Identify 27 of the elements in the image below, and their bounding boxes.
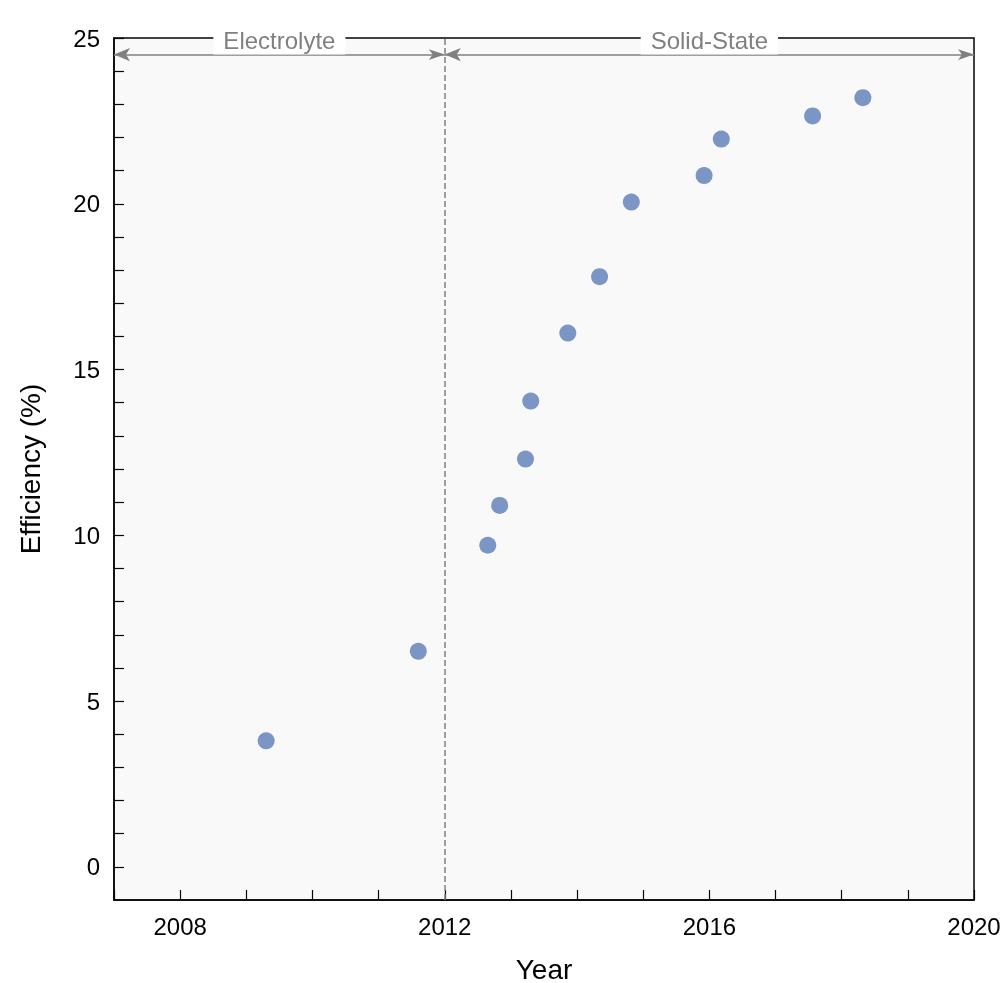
x-tick-label: 2008 [153, 912, 207, 940]
point [522, 392, 540, 410]
y-tick-label: 10 [73, 521, 100, 549]
band-label: Solid-State [650, 27, 769, 55]
y-tick-label: 15 [73, 356, 100, 384]
point [559, 324, 577, 342]
y-tick-label: 5 [86, 687, 100, 715]
point [591, 268, 609, 286]
point [854, 89, 872, 107]
y-tick-label: 0 [86, 853, 100, 881]
x-tick-label: 2012 [418, 912, 472, 940]
x-tick-label: 2020 [947, 912, 1001, 940]
point [257, 732, 275, 750]
point [516, 450, 534, 468]
point [695, 167, 713, 185]
band-label: Electrolyte [223, 27, 336, 55]
y-tick-label: 20 [73, 190, 100, 218]
point [622, 193, 640, 211]
x-tick-label: 2016 [682, 912, 737, 940]
point [409, 642, 427, 660]
point [804, 107, 822, 125]
point [491, 496, 509, 514]
y-tick-label: 25 [73, 24, 100, 52]
x-axis-title: Year [515, 953, 573, 983]
y-axis-title: Efficiency (%) [14, 383, 46, 555]
point [712, 130, 730, 148]
point [479, 536, 497, 554]
